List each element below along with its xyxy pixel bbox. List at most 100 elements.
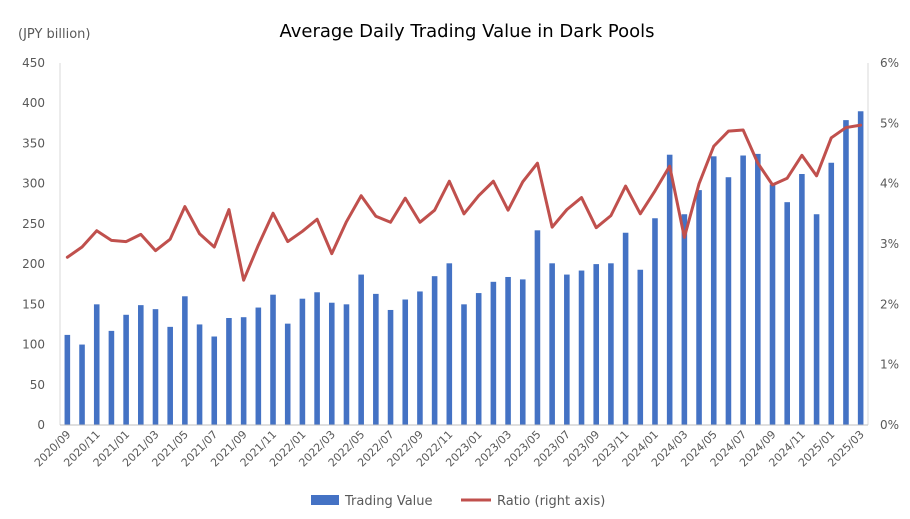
ratio-point <box>213 245 216 249</box>
ratio-point <box>154 249 157 252</box>
bar <box>358 274 364 425</box>
bar <box>490 281 497 425</box>
ratio-point <box>359 194 363 197</box>
ratio-point <box>139 233 142 236</box>
chart-title: Average Daily Trading Value in Dark Pool… <box>279 21 654 42</box>
trading-value-bars <box>64 111 864 426</box>
bar <box>284 323 291 425</box>
ratio-point <box>771 183 774 187</box>
ratio-point <box>756 161 760 165</box>
ratio-point <box>536 161 539 165</box>
ratio-point <box>550 225 554 229</box>
left-axis-tick-label: 400 <box>22 96 45 110</box>
right-axis-tick-label: 4% <box>880 177 899 191</box>
ratio-point <box>830 136 833 140</box>
ratio-point <box>257 244 260 247</box>
bar <box>578 270 585 425</box>
bar <box>696 190 702 425</box>
legend-label-trading-value: Trading Value <box>344 494 433 509</box>
ratio-point <box>595 226 598 229</box>
legend-label-ratio: Ratio (right axis) <box>497 494 605 509</box>
ratio-point <box>227 208 231 211</box>
left-axis-tick-label: 50 <box>30 378 45 392</box>
bar <box>725 177 732 425</box>
bar <box>64 334 71 425</box>
ratio-point <box>345 220 348 223</box>
bar <box>270 294 276 425</box>
ratio-point <box>653 189 657 193</box>
ratio-point <box>66 256 69 259</box>
bar <box>519 279 526 425</box>
ratio-point <box>271 212 275 215</box>
ratio-point <box>418 221 422 224</box>
ratio-point <box>477 194 480 197</box>
ratio-point <box>286 240 289 243</box>
bar <box>622 232 629 425</box>
bar <box>431 276 438 425</box>
ratio-point <box>727 129 730 133</box>
bar <box>255 307 262 425</box>
bar <box>740 155 746 425</box>
ratio-point <box>844 126 848 129</box>
bar <box>608 263 614 425</box>
ratio-point <box>800 154 804 157</box>
bar <box>564 274 570 425</box>
ratio-point <box>639 212 642 216</box>
left-axis-tick-label: 350 <box>22 136 45 150</box>
right-axis-tick-label: 3% <box>880 237 899 251</box>
bar <box>549 263 555 425</box>
right-axis-tick-label: 2% <box>880 297 899 311</box>
bar <box>446 263 453 425</box>
bar <box>196 324 203 425</box>
left-axis-tick-label: 300 <box>22 177 45 191</box>
bar <box>681 214 688 425</box>
left-axis-tick-label: 150 <box>22 297 45 311</box>
ratio-point <box>448 180 451 183</box>
ratio-point <box>492 180 495 183</box>
left-axis-tick-label: 450 <box>22 56 45 70</box>
ratio-point <box>712 145 715 148</box>
bar <box>211 336 218 425</box>
ratio-point <box>815 174 818 178</box>
legend: Trading Value Ratio (right axis) <box>311 494 605 509</box>
right-axis-tick-label: 6% <box>880 56 899 70</box>
bar <box>299 298 306 425</box>
bar <box>417 291 423 425</box>
bar <box>226 318 232 425</box>
left-axis-tick-label: 250 <box>22 217 45 231</box>
bar <box>710 156 717 425</box>
ratio-point <box>565 208 569 211</box>
ratio-point <box>609 214 613 217</box>
bar <box>314 292 320 425</box>
ratio-point <box>168 237 172 241</box>
bar <box>461 304 467 425</box>
ratio-point <box>506 209 510 212</box>
bar <box>769 184 776 425</box>
ratio-point <box>859 123 862 127</box>
bar <box>784 202 790 425</box>
bar <box>79 344 85 425</box>
bar <box>828 162 835 425</box>
bar <box>123 314 129 425</box>
ratio-point <box>786 177 789 180</box>
right-axis-tick-label: 0% <box>880 418 899 432</box>
ratio-point <box>242 279 245 282</box>
ratio-point <box>110 239 113 242</box>
bar <box>475 293 482 425</box>
ratio-point <box>683 236 686 239</box>
bar <box>813 214 820 425</box>
ratio-line-series <box>65 123 863 282</box>
ratio-point <box>580 196 583 199</box>
bar <box>666 154 673 425</box>
ratio-point <box>741 128 745 132</box>
ratio-point <box>95 229 98 232</box>
bar <box>637 269 644 425</box>
ratio-point <box>624 184 627 188</box>
bar <box>343 304 350 425</box>
ratio-point <box>433 209 436 212</box>
left-axis-tick-label: 200 <box>22 257 45 271</box>
bar <box>799 174 805 425</box>
ratio-point <box>374 215 378 218</box>
bar <box>755 153 761 425</box>
